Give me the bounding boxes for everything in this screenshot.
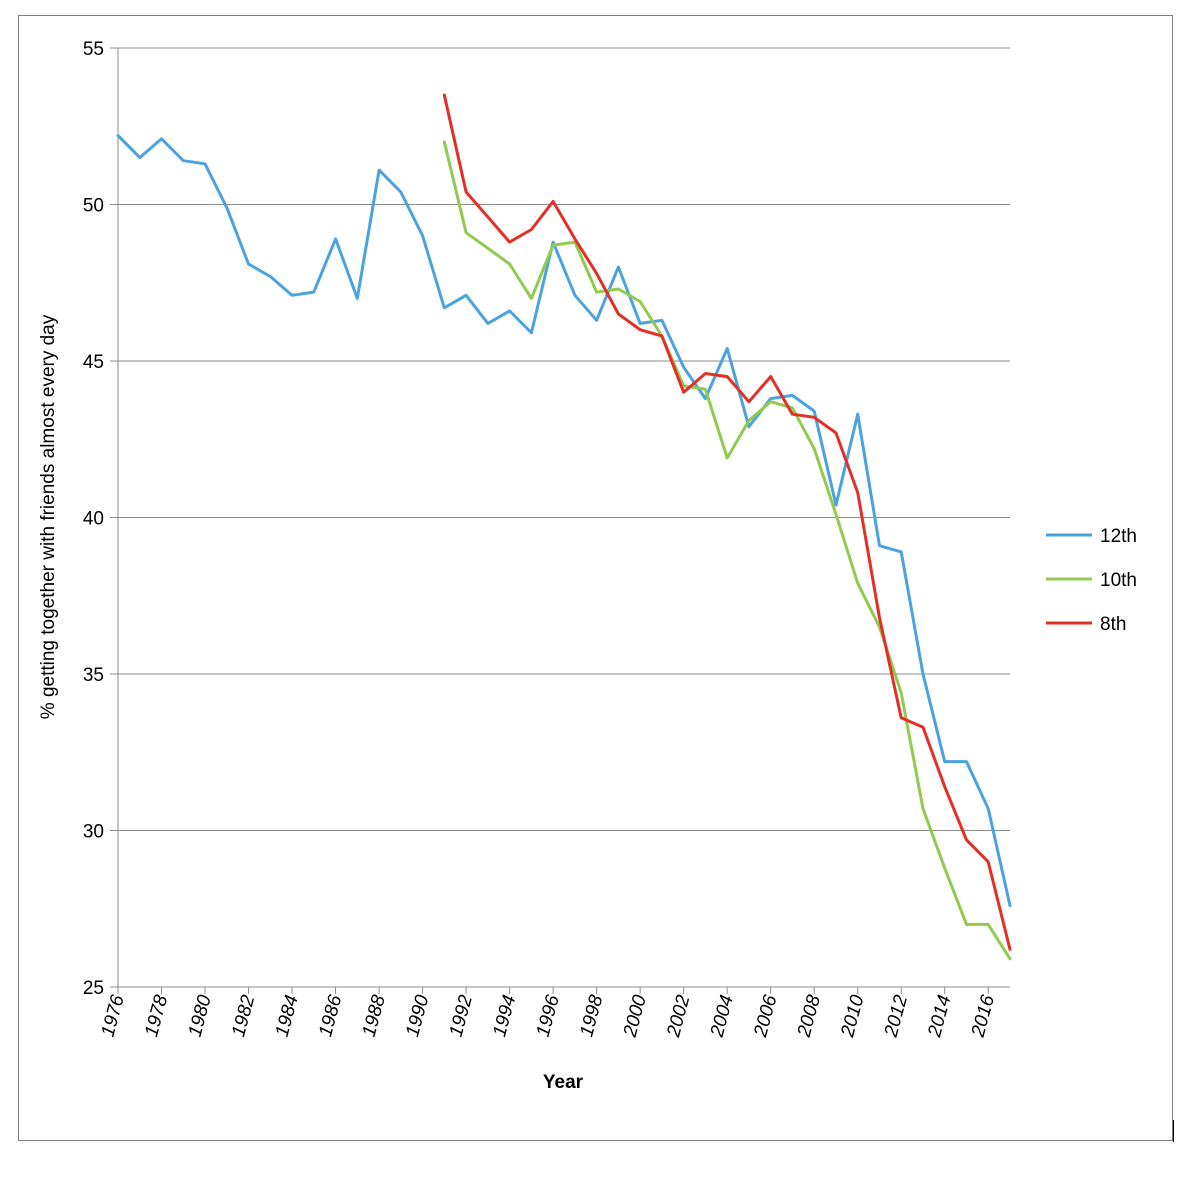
y-tick-label: 25 [83, 978, 104, 999]
x-tick-label: 2010 [837, 992, 869, 1040]
x-tick-label: 1976 [98, 992, 129, 1039]
y-tick-labels: 25 30 35 40 45 50 55 [83, 39, 104, 999]
legend-label: 8th [1100, 614, 1126, 635]
legend-item-8th: 8th [1046, 614, 1126, 635]
x-tick-label: 1986 [315, 992, 346, 1039]
x-tick-label: 1982 [228, 992, 259, 1039]
x-tick-label: 2016 [968, 992, 1000, 1040]
x-tick-label: 2004 [707, 993, 738, 1040]
x-tick-label: 1994 [489, 993, 520, 1039]
y-tick-label: 45 [83, 352, 104, 373]
text-cursor-mark [1173, 1120, 1174, 1142]
y-axis-title: % getting together with friends almost e… [38, 314, 59, 719]
series-line-8th [442, 93, 1012, 951]
series-line-10th [442, 140, 1012, 961]
x-tick-label: 1992 [446, 992, 477, 1039]
x-tick-labels: 1976 1978 1980 1982 1984 1986 1988 1990 1992 1994… [98, 992, 1000, 1040]
x-axis-title: Year [543, 1072, 584, 1093]
x-tick-label: 1990 [402, 992, 433, 1039]
legend-label: 12th [1100, 526, 1137, 547]
y-tick-label: 55 [83, 39, 104, 60]
y-tick-label: 40 [83, 509, 104, 530]
x-tick-label: 1988 [359, 992, 390, 1039]
x-tick-label: 1984 [272, 993, 303, 1039]
y-tick-label: 30 [83, 822, 104, 843]
legend-item-12th: 12th [1046, 526, 1137, 547]
x-tick-label: 2006 [750, 992, 782, 1040]
x-tick-label: 1978 [141, 992, 172, 1039]
series-line-12th [116, 134, 1012, 908]
legend-item-10th: 10th [1046, 570, 1137, 591]
x-tick-label: 1980 [185, 992, 216, 1039]
x-tick-label: 2000 [619, 992, 651, 1040]
series-lines [116, 93, 1012, 961]
legend: 12th 10th 8th [1046, 526, 1137, 635]
axes [110, 47, 1010, 994]
x-tick-label: 1998 [576, 992, 607, 1039]
x-tick-label: 2002 [663, 992, 695, 1040]
chart-frame [18, 15, 1173, 1141]
legend-label: 10th [1100, 570, 1137, 591]
x-tick-label: 1996 [533, 992, 564, 1039]
x-tick-label: 2012 [881, 992, 913, 1040]
x-tick-label: 2008 [794, 992, 826, 1040]
x-tick-label: 2014 [924, 993, 955, 1040]
y-tick-label: 50 [83, 196, 104, 217]
y-tick-label: 35 [83, 665, 104, 686]
